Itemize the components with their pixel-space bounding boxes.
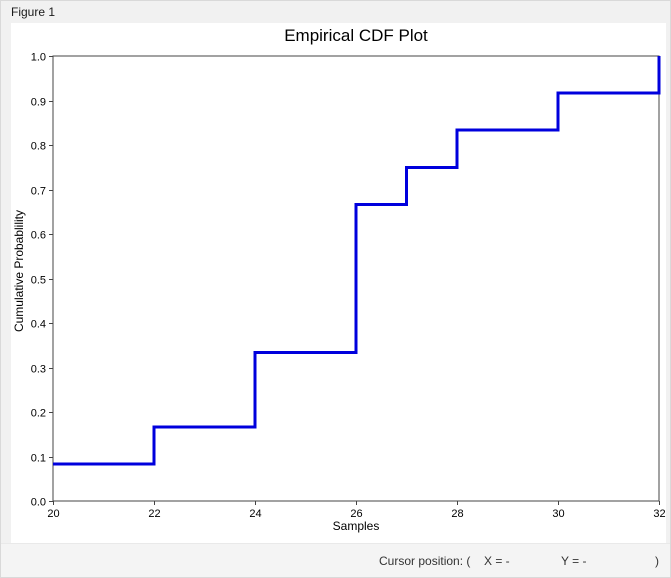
- chart-title: Empirical CDF Plot: [284, 26, 428, 45]
- plot-area[interactable]: 20 22 24 26 28 30 32 0.0 0.1 0.2 0.3 0.4 0.5 0.6 0.7 0.…: [11, 23, 666, 543]
- y-tick-label: 0.7: [31, 186, 46, 198]
- cursor-x-value: X = -: [484, 554, 510, 568]
- cursor-y-value: Y = -: [561, 554, 587, 568]
- y-tick-label: 0.8: [31, 141, 46, 153]
- x-tick-label: 28: [451, 508, 463, 520]
- x-tick-label: 26: [350, 508, 362, 520]
- status-bar: Cursor position: ( X = - Y = - ): [1, 543, 670, 577]
- x-axis-label: Samples: [332, 519, 380, 533]
- x-tick-label: 22: [148, 508, 160, 520]
- ecdf-step-line: [53, 56, 661, 466]
- cursor-position-close-paren: ): [655, 554, 659, 568]
- figure-title: Figure 1: [11, 5, 56, 19]
- y-tick-label: 0.0: [31, 497, 46, 509]
- y-tick-label: 1.0: [31, 52, 46, 64]
- x-tick-label: 24: [249, 508, 261, 520]
- y-axis-label: Cumulative Probablility: [12, 209, 26, 333]
- cursor-position-label: Cursor position: (: [379, 554, 471, 568]
- plot-canvas: Empirical CDF Plot 20 22 24 26 28 30 32 0.0 0.1 0…: [11, 23, 666, 543]
- y-tick-label: 0.3: [31, 364, 46, 376]
- y-tick-label: 0.5: [31, 275, 46, 287]
- x-tick-label: 32: [653, 508, 665, 520]
- y-tick-label: 0.1: [31, 453, 46, 465]
- x-tick-label: 30: [552, 508, 564, 520]
- y-tick-label: 0.2: [31, 408, 46, 420]
- figure-titlebar: Figure 1: [1, 1, 670, 23]
- x-tick-label: 20: [47, 508, 59, 520]
- y-tick-label: 0.4: [31, 319, 46, 331]
- y-tick-label: 0.6: [31, 230, 46, 242]
- y-tick-label: 0.9: [31, 97, 46, 109]
